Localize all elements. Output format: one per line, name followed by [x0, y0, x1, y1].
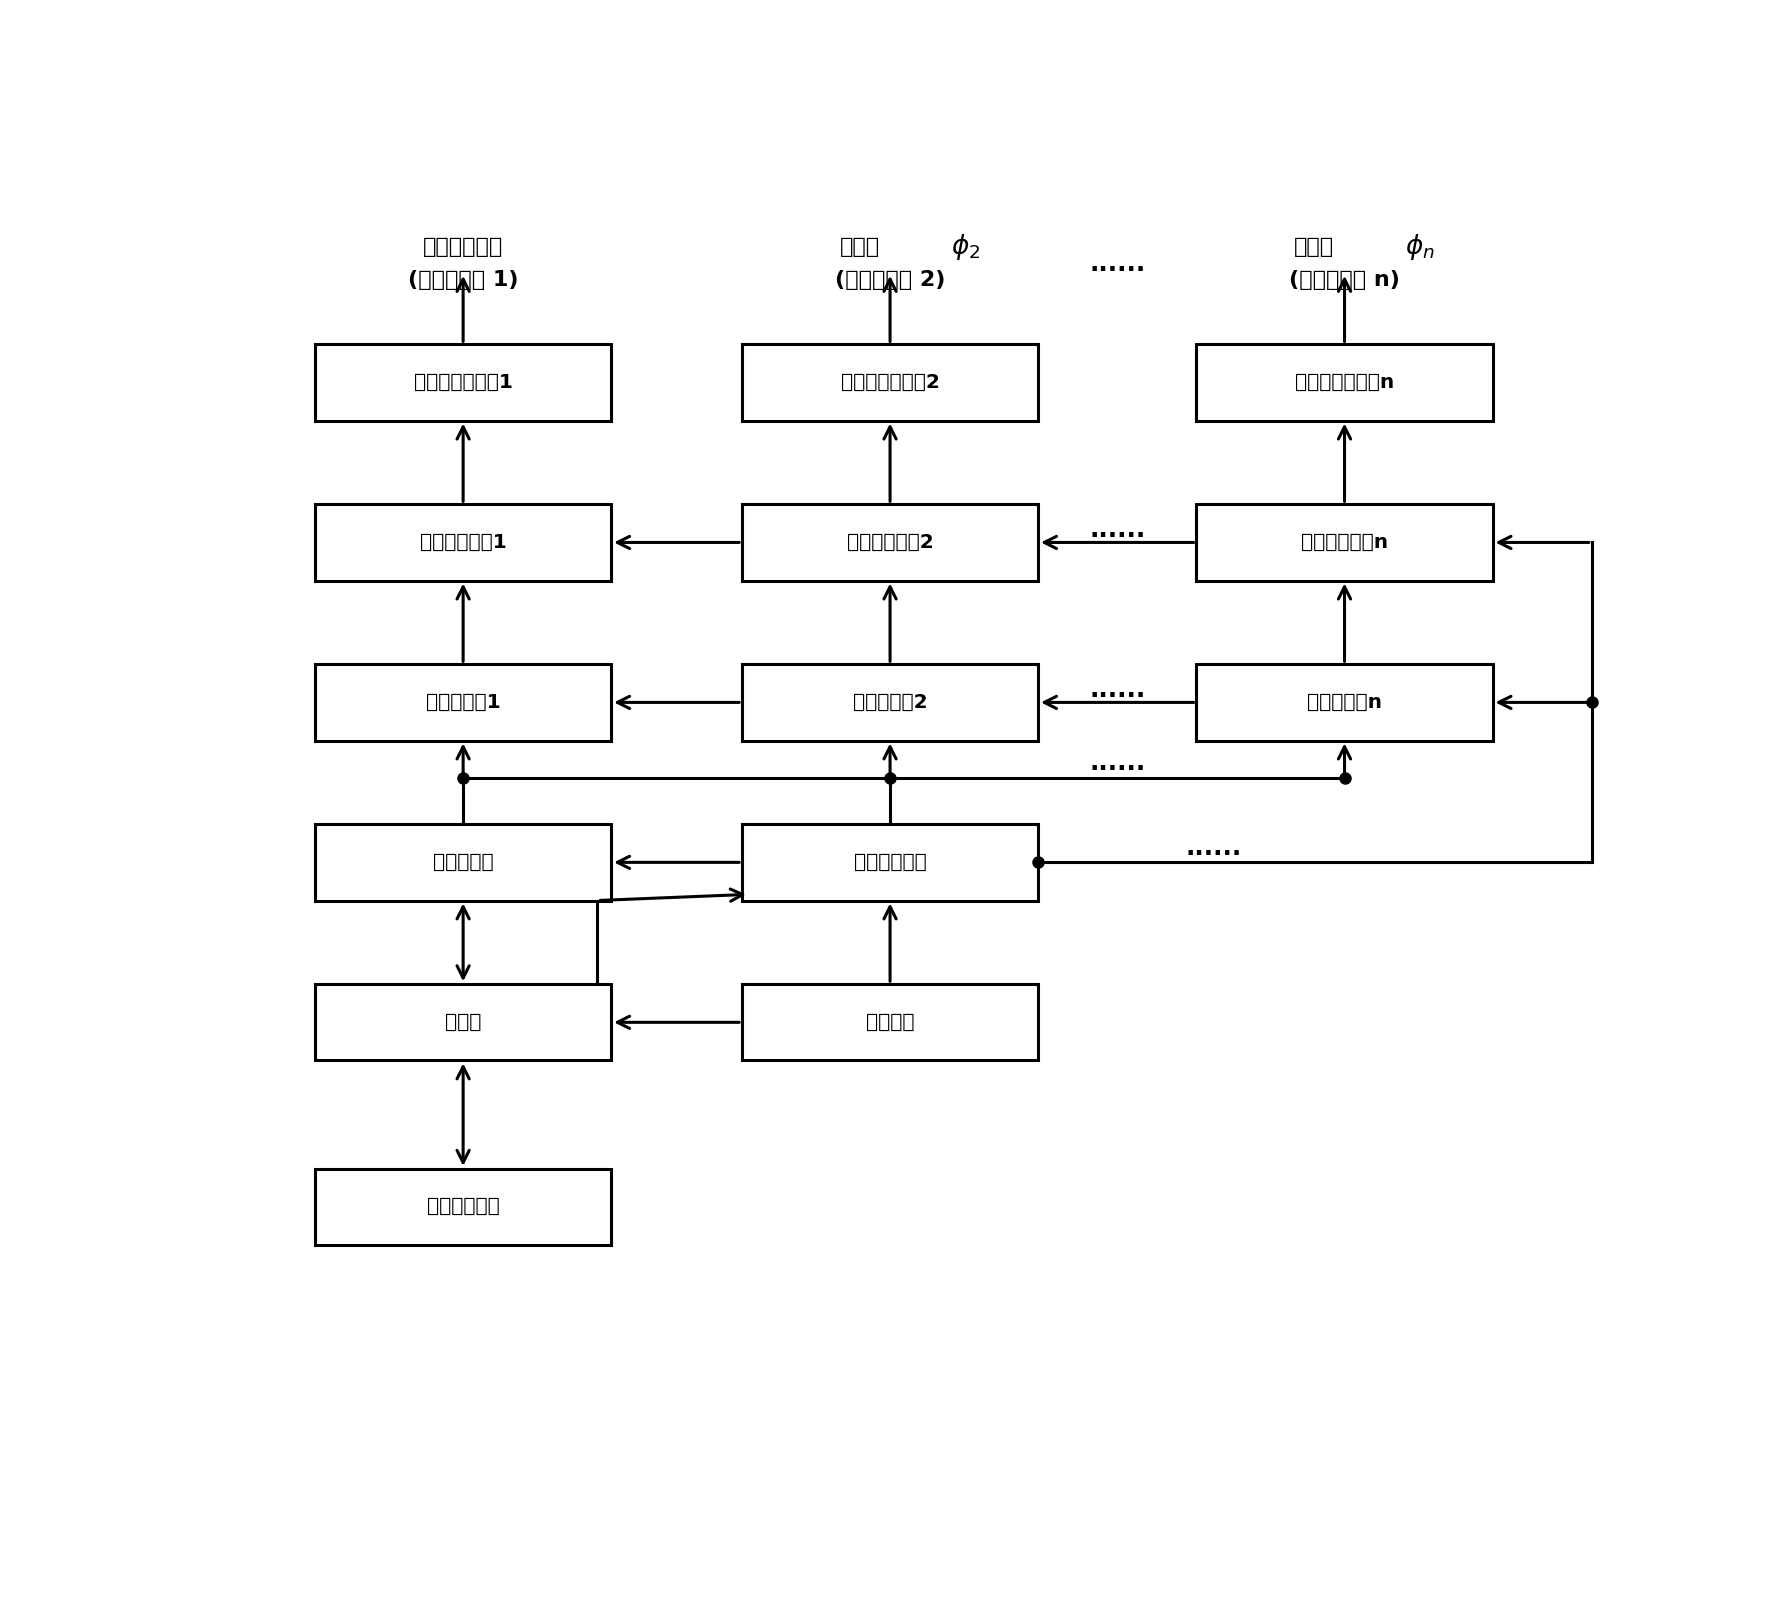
Text: 滤波及放大电路2: 滤波及放大电路2	[841, 372, 940, 392]
Bar	[1196, 505, 1493, 580]
Bar	[1196, 665, 1493, 740]
Text: 参考相位信号: 参考相位信号	[423, 237, 503, 257]
Bar	[315, 1168, 611, 1245]
Text: 数模转换电路1: 数模转换电路1	[419, 534, 506, 551]
Text: 波形存储器2: 波形存储器2	[853, 694, 928, 711]
Text: ......: ......	[1089, 751, 1146, 775]
Text: 相位差: 相位差	[841, 237, 880, 257]
Bar	[315, 984, 611, 1061]
Bar	[315, 665, 611, 740]
Text: 波形存储器n: 波形存储器n	[1308, 694, 1383, 711]
Text: 时钟电路: 时钟电路	[865, 1013, 915, 1032]
Text: ......: ......	[1089, 518, 1146, 542]
Bar	[315, 505, 611, 580]
Text: (正弦波信号 n): (正弦波信号 n)	[1288, 270, 1400, 291]
Bar	[743, 665, 1038, 740]
Text: 人机接口电路: 人机接口电路	[426, 1197, 499, 1216]
Text: 数模转换电路2: 数模转换电路2	[846, 534, 933, 551]
Bar	[743, 984, 1038, 1061]
Bar	[1196, 344, 1493, 420]
Text: 滤波及放大电路1: 滤波及放大电路1	[414, 372, 512, 392]
Text: 相位差: 相位差	[1294, 237, 1335, 257]
Text: 数模转换电路n: 数模转换电路n	[1301, 534, 1388, 551]
Bar	[743, 825, 1038, 901]
Text: (正弦波信号 1): (正弦波信号 1)	[409, 270, 519, 291]
Text: 控制逻辑电路: 控制逻辑电路	[853, 853, 926, 873]
Text: 滤波及放大电路n: 滤波及放大电路n	[1295, 372, 1395, 392]
Text: $\phi_n$: $\phi_n$	[1406, 232, 1436, 262]
Bar	[743, 344, 1038, 420]
Bar	[743, 505, 1038, 580]
Text: 波形存储器1: 波形存储器1	[426, 694, 501, 711]
Text: ......: ......	[1089, 678, 1146, 702]
Text: 计算机: 计算机	[444, 1013, 482, 1032]
Text: $\phi_2$: $\phi_2$	[951, 232, 981, 262]
Bar	[315, 344, 611, 420]
Bar	[315, 825, 611, 901]
Text: ......: ......	[1185, 836, 1242, 860]
Text: (正弦波信号 2): (正弦波信号 2)	[835, 270, 945, 291]
Text: 地址计数器: 地址计数器	[434, 853, 494, 873]
Text: ......: ......	[1089, 252, 1146, 276]
